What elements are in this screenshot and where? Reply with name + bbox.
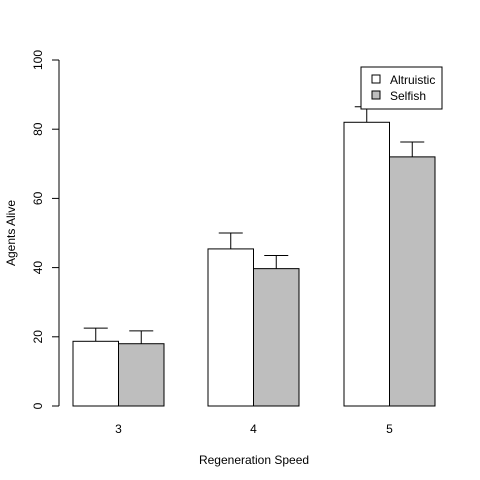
- legend: Altruistic Selfish: [361, 67, 442, 109]
- y-tick-label-20: 20: [31, 330, 45, 344]
- y-tick-label-80: 80: [31, 122, 45, 136]
- y-tick-label-0: 0: [31, 402, 45, 409]
- y-axis-label: Agents Alive: [4, 200, 18, 266]
- legend-label-altruistic: Altruistic: [390, 73, 435, 87]
- y-tick-label-60: 60: [31, 191, 45, 205]
- x-tick-label-3: 3: [115, 422, 122, 436]
- bar-selfish-5: [390, 157, 436, 406]
- bar-selfish-3: [119, 344, 165, 406]
- x-axis-label: Regeneration Speed: [199, 453, 309, 467]
- legend-swatch-altruistic: [372, 75, 380, 83]
- legend-swatch-selfish: [372, 91, 380, 99]
- y-tick-label-100: 100: [31, 50, 45, 70]
- x-tick-label-4: 4: [250, 422, 257, 436]
- y-tick-label-40: 40: [31, 261, 45, 275]
- bar-selfish-4: [254, 269, 300, 406]
- bar-altruistic-3: [73, 341, 119, 406]
- bar-altruistic-4: [208, 249, 254, 406]
- legend-label-selfish: Selfish: [390, 89, 426, 103]
- bar-altruistic-5: [344, 122, 390, 406]
- x-tick-label-5: 5: [386, 422, 393, 436]
